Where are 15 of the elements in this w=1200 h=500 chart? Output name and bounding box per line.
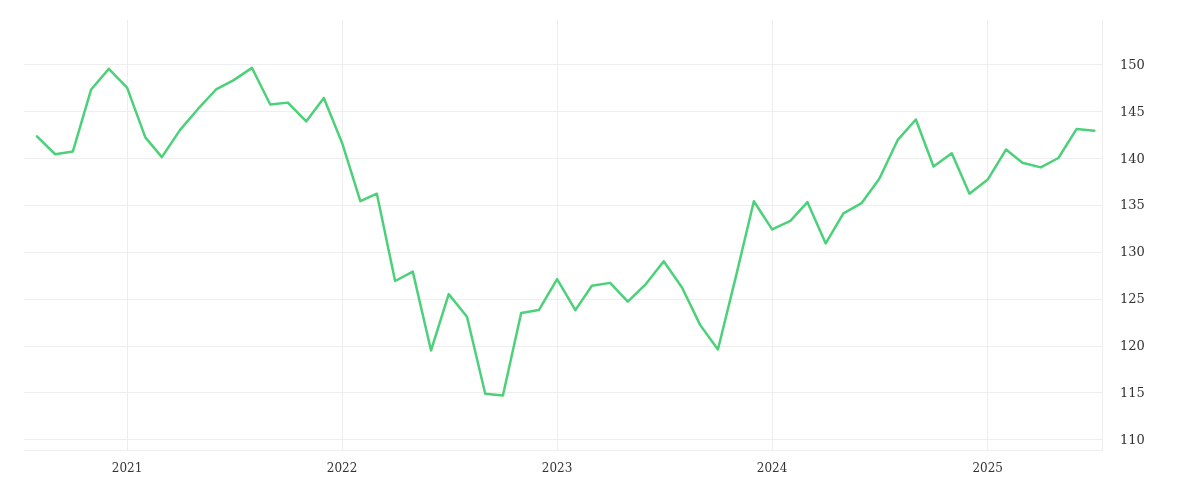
y-tick-label: 135 [1120, 197, 1145, 213]
y-tick-label: 120 [1120, 338, 1145, 354]
y-tick-label: 130 [1120, 244, 1145, 260]
x-tick-label: 2023 [541, 461, 573, 475]
x-tick-label: 2025 [972, 461, 1003, 475]
y-tick-label: 110 [1120, 432, 1145, 448]
y-tick-label: 145 [1120, 103, 1145, 119]
y-tick-label: 125 [1120, 291, 1145, 307]
x-tick-label: 2021 [111, 461, 143, 475]
x-tick-label: 2022 [326, 461, 358, 475]
y-tick-label: 115 [1120, 385, 1145, 401]
y-tick-label: 150 [1120, 56, 1145, 72]
line-series [35, 66, 1096, 397]
x-tick-label: 2024 [756, 461, 788, 475]
y-tick-label: 140 [1120, 150, 1145, 166]
